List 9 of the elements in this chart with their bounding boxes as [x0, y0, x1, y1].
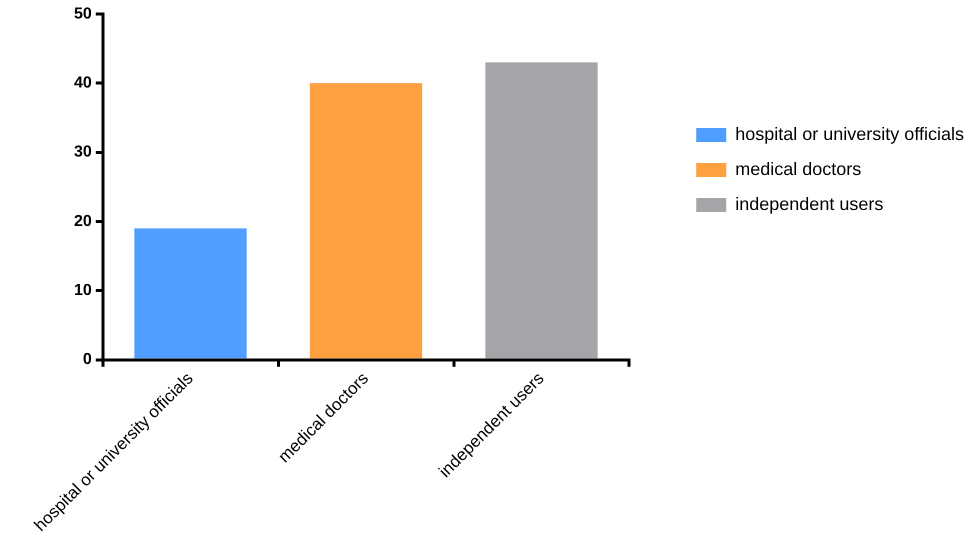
y-tick-label: 10: [74, 282, 92, 300]
y-tick-label: 50: [74, 5, 92, 22]
y-tick-label: 0: [82, 351, 92, 368]
legend-label: medical doctors: [735, 158, 862, 179]
y-tick-label: 20: [74, 212, 92, 230]
y-tick-label: 40: [74, 74, 92, 92]
legend-label: independent users: [735, 194, 884, 214]
legend-label: hospital or university officials: [735, 124, 964, 144]
y-tick-label: 30: [74, 144, 92, 161]
